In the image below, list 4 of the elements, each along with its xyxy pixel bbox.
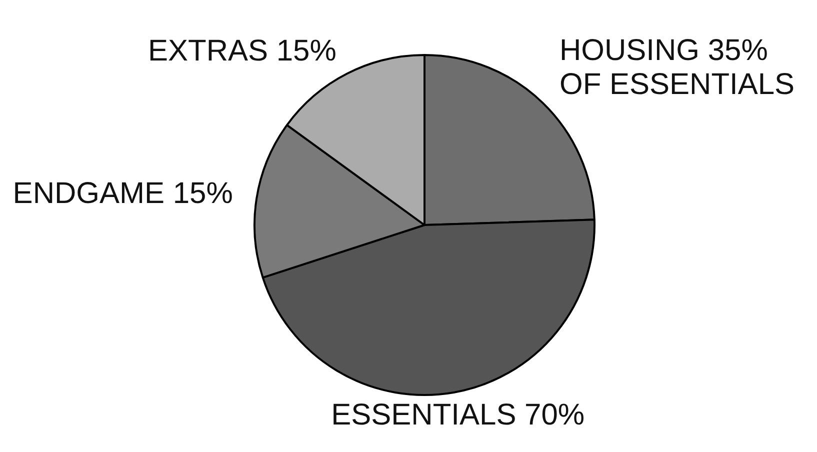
slice-label: ENDGAME 15% (12, 176, 233, 210)
slice-label: HOUSING 35% OF ESSENTIALS (560, 34, 795, 101)
slice-label: ESSENTIALS 70% (331, 398, 585, 432)
slice-label: EXTRAS 15% (148, 34, 336, 68)
